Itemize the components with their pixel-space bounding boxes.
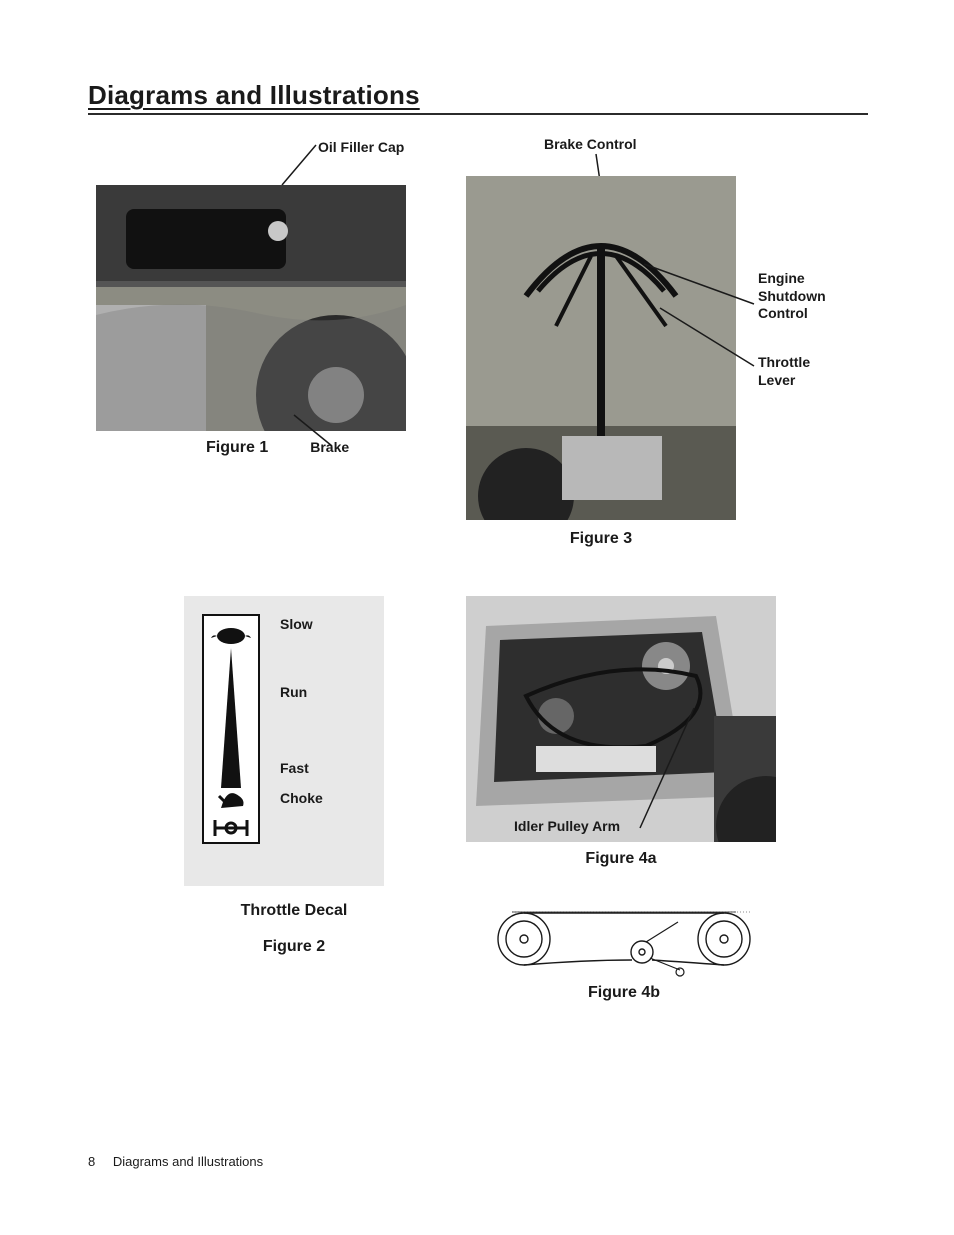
leader-line	[466, 596, 776, 846]
footer-section-label: Diagrams and Illustrations	[113, 1154, 263, 1169]
callout-idler-pulley-arm: Idler Pulley Arm	[514, 818, 620, 836]
section-title: Diagrams and Illustrations	[88, 80, 868, 115]
figure-4a: Idler Pulley Arm Figure 4a	[466, 596, 796, 868]
figure-1: Oil Filler Cap Figure 1 Brake	[96, 185, 436, 457]
figure-2-caption: Figure 2	[184, 938, 404, 956]
throttle-decal-box: Slow Run Fast Choke	[184, 596, 384, 886]
throttle-decal-labels: Slow Run Fast Choke	[280, 616, 323, 858]
page-number: 8	[88, 1154, 95, 1169]
leader-line	[466, 176, 766, 396]
decal-choke-label: Choke	[280, 790, 323, 806]
figure-2-subtitle: Throttle Decal	[184, 902, 404, 920]
figure-4b-diagram	[494, 900, 754, 978]
figure-3-caption: Figure 3	[466, 530, 736, 548]
throttle-decal-frame	[202, 614, 260, 844]
figure-4b: Figure 4b	[494, 900, 774, 1002]
decal-fast-label: Fast	[280, 760, 323, 776]
figure-4a-caption: Figure 4a	[466, 850, 776, 868]
page-footer: 8 Diagrams and Illustrations	[88, 1154, 263, 1169]
leader-line	[96, 185, 436, 465]
figure-3: Brake Control Engine Shutdown Control Th…	[466, 176, 876, 548]
decal-slow-label: Slow	[280, 616, 323, 632]
figure-2: Slow Run Fast Choke Throttle Decal Figur…	[184, 596, 404, 956]
callout-engine-shutdown: Engine Shutdown Control	[758, 270, 826, 323]
decal-run-label: Run	[280, 684, 323, 700]
figure-4b-caption: Figure 4b	[494, 984, 754, 1002]
